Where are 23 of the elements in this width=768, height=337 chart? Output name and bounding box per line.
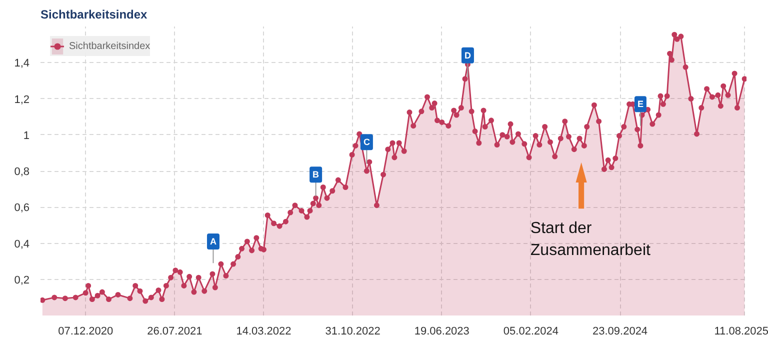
annotation: E bbox=[637, 99, 644, 110]
annotation: A bbox=[210, 236, 217, 246]
x-tick-label: 23.09.2024 bbox=[592, 326, 648, 337]
y-tick-label: 1,2 bbox=[14, 94, 30, 106]
annotation: B bbox=[312, 170, 320, 180]
x-tick-label: 05.02.2024 bbox=[503, 326, 558, 337]
x-tick-label: 19.06.2023 bbox=[414, 326, 470, 337]
annotation: D bbox=[464, 50, 472, 60]
legend-label: Sichtbarkeitsindex bbox=[69, 40, 150, 52]
y-tick-label: 0,2 bbox=[14, 274, 30, 286]
y-tick-label: 0,6 bbox=[14, 202, 30, 214]
y-tick-label: 1 bbox=[23, 130, 30, 142]
x-tick-label: 07.12.2020 bbox=[58, 326, 114, 337]
annotation: C bbox=[363, 137, 370, 148]
y-tick-label: 1,4 bbox=[14, 58, 30, 70]
x-tick-label: 11.08.2025 bbox=[714, 326, 768, 337]
y-tick-label: 0,4 bbox=[14, 238, 30, 250]
x-tick-label: 14.03.2022 bbox=[236, 326, 292, 337]
annotation: Start der Zusammenarbeit bbox=[530, 220, 651, 260]
x-tick-label: 31.10.2022 bbox=[325, 326, 380, 337]
x-tick-label: 26.07.2021 bbox=[147, 326, 202, 337]
chart-title: Sichtbarkeitsindex bbox=[40, 8, 148, 22]
y-tick-label: 0,8 bbox=[14, 166, 30, 178]
